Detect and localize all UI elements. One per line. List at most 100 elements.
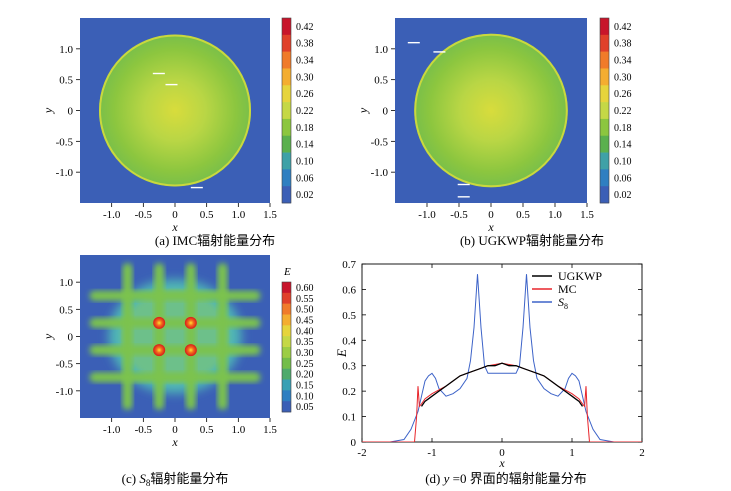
c-field [89,263,261,410]
d-legend-sub: 8 [564,302,568,311]
a-colorbar-swatch [282,68,291,86]
c-colorbar-title: E [283,266,291,278]
c-ytick-label: 0 [68,332,74,344]
d-plot-frame [361,263,643,443]
panel-b-heatmap: -1.0 -0.5 0 0.5 1.0 1.5 1.0 0.5 0 -0.5 -1.0 x y 0.42 0… [356,17,632,234]
a-colorbar-swatch [282,51,291,69]
b-colorbar-label: 0.10 [614,156,632,167]
d-xtick-label: 2 [639,447,645,459]
a-colorbar-label: 0.34 [296,56,314,67]
d-ytick-label: 0.1 [342,412,356,424]
caption-d: (d) y =0 界面的辐射能量分布 [425,471,587,486]
c-colorbar-label: 0.25 [296,359,314,370]
a-xtick-label: 0 [172,209,178,221]
a-colorbar-frame [281,17,292,204]
c-colorbar-swatch [282,357,291,369]
b-colorbar-label: 0.30 [614,72,632,83]
caption-a: (a) IMC辐射能量分布 [155,233,275,248]
b-ytick-label: -1.0 [371,167,389,179]
b-colorbar-label: 0.22 [614,106,632,117]
a-colorbar-swatch [282,135,291,153]
a-ytick-label: 0.5 [59,75,73,87]
a-colorbar-swatch [282,102,291,120]
b-colorbar-label: 0.02 [614,190,632,201]
d-legend-label: S8 [558,295,568,311]
b-colorbar-swatch [600,34,609,52]
b-colorbar-swatch [600,118,609,137]
b-colorbar-label: 0.06 [614,173,632,184]
b-colorbar-label: 0.14 [614,140,632,151]
c-ytick-label: -0.5 [56,359,74,371]
d-series-s8 [362,274,642,442]
a-colorbar-swatch [282,118,291,137]
b-disk-rim [414,33,568,188]
a-colorbar-swatch [282,186,291,204]
a-colorbar-swatch [282,152,291,170]
d-ytick-label: 0.7 [342,259,356,271]
d-ytick-label: 0.5 [342,310,356,322]
c-colorbar-label: 0.50 [296,305,314,316]
c-ytick-label: 1.0 [59,277,73,289]
c-horizontal-ray [89,372,261,383]
b-colorbar-label: 0.38 [614,39,632,50]
a-xtick-label: -1.0 [103,209,121,221]
b-ytick-label: 1.0 [374,44,388,56]
c-vertical-ray [185,263,196,410]
c-core [121,290,229,383]
a-colorbar-label: 0.42 [296,22,314,33]
d-legend-label: UGKWP [558,269,602,283]
a-ytick-label: -1.0 [56,167,74,179]
a-energy-disk [99,34,251,187]
c-colorbar-label: 0.15 [296,380,314,391]
panel-a-heatmap: -1.0 -0.5 0 0.5 1.0 1.5 1.0 0.5 0 -0.5 -1.0 x y 0.42 0… [41,17,314,234]
a-colorbar-swatch [282,85,291,103]
c-colorbar-swatch [282,379,291,391]
d-ytick-label: 0.6 [342,284,356,296]
a-colorbar-swatch [282,18,291,36]
d-xlabel: x [498,456,505,470]
c-ylabel: y [41,333,55,340]
d-xtick-label: -1 [427,447,436,459]
c-horizontal-ray [89,345,261,356]
c-colorbar-swatch [282,325,291,337]
b-colorbar-label: 0.42 [614,22,632,33]
a-colorbar-label: 0.22 [296,106,314,117]
d-xtick-label: 0 [499,447,505,459]
d-ytick-label: 0.2 [342,386,356,398]
c-colorbar-label: 0.20 [296,370,314,381]
c-colorbar-label: 0.35 [296,337,314,348]
b-energy-disk [414,33,568,188]
c-vertical-ray [217,263,228,410]
b-ytick-label: -0.5 [371,136,389,148]
c-colorbar-swatch [282,282,291,294]
d-ylabel: E [334,349,349,358]
d-series-mc [362,362,642,442]
c-xtick-label: 1.0 [231,424,245,436]
c-colorbar-swatch [282,292,291,304]
c-colorbar-swatch [282,368,291,380]
d-series-group [362,274,642,442]
c-colorbar-swatch [282,336,291,348]
c-colorbar-swatch [282,390,291,402]
b-ytick-label: 0 [383,106,389,118]
d-ytick-label: 0.4 [342,335,356,347]
b-xtick-label: 1.0 [548,209,562,221]
b-colorbar-frame [599,17,610,204]
c-xlabel: x [171,435,178,449]
c-colorbar-label: 0.30 [296,348,314,359]
c-ytick-label: -1.0 [56,386,74,398]
a-colorbar-label: 0.06 [296,173,314,184]
b-xtick-label: -0.5 [450,209,468,221]
b-colorbar-swatch [600,18,609,36]
b-colorbar-swatch [600,186,609,204]
c-colorbar-label: 0.05 [296,402,314,413]
c-ytick-label: 0.5 [59,304,73,316]
a-ytick-label: 1.0 [59,44,73,56]
a-ytick-label: 0 [68,106,74,118]
c-hotspot [153,344,166,357]
b-colorbar-label: 0.34 [614,56,632,67]
b-colorbar-swatch [600,51,609,69]
a-colorbar-label: 0.02 [296,190,314,201]
